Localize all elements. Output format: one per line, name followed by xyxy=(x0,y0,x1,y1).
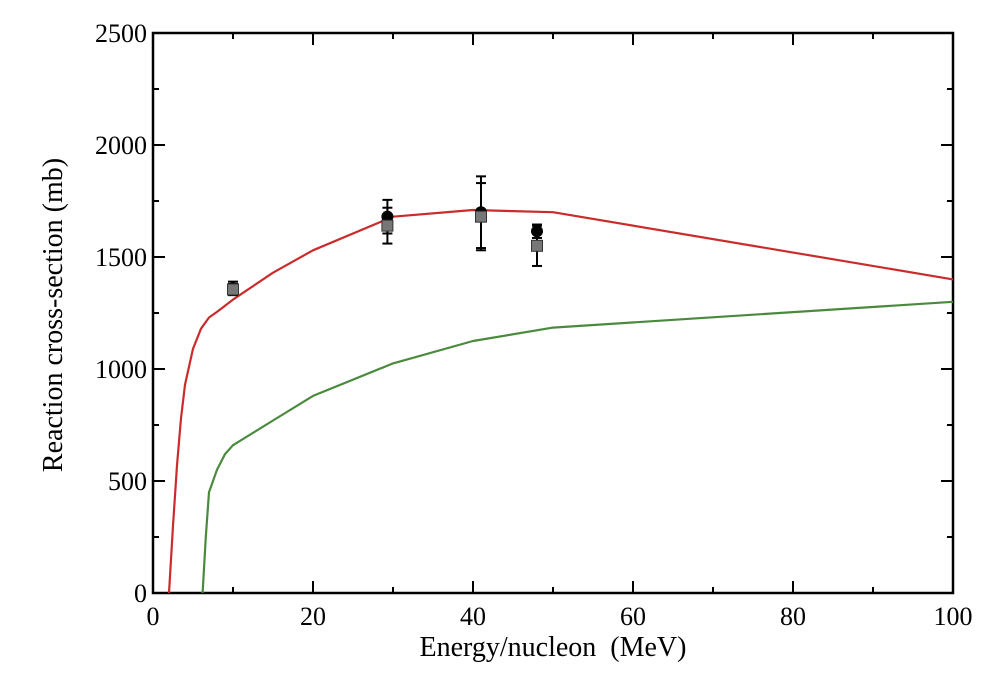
y-tick-label: 1500 xyxy=(95,243,147,272)
y-tick-label: 2000 xyxy=(95,131,147,160)
data-point-square xyxy=(475,210,487,223)
plot-frame xyxy=(151,31,955,595)
plot-area xyxy=(151,31,955,595)
y-tick-labels: 0 500 1000 1500 2000 2500 xyxy=(95,19,147,608)
x-tick-label: 0 xyxy=(147,602,160,631)
x-axis-title: Energy/nucleon (MeV) xyxy=(420,632,687,663)
y-axis-title: Reaction cross-section (mb) xyxy=(38,158,69,472)
data-point-square xyxy=(531,239,543,252)
y-tick-label: 0 xyxy=(134,579,147,608)
y-tick-label: 500 xyxy=(108,467,147,496)
series-line-1 xyxy=(201,300,954,594)
axis-ticks xyxy=(152,32,954,594)
data-point-square xyxy=(381,219,394,232)
x-tick-label: 20 xyxy=(300,602,326,631)
y-tick-label: 2500 xyxy=(95,19,147,48)
x-tick-label: 80 xyxy=(780,602,806,631)
x-tick-labels: 0 20 40 60 80 100 xyxy=(147,602,973,631)
y-tick-label: 1000 xyxy=(95,355,147,384)
series-layer xyxy=(167,175,954,594)
x-tick-label: 60 xyxy=(620,602,646,631)
x-tick-label: 100 xyxy=(934,602,973,631)
x-tick-label: 40 xyxy=(460,602,486,631)
data-point-square xyxy=(227,283,239,296)
series-line-0 xyxy=(167,208,954,594)
